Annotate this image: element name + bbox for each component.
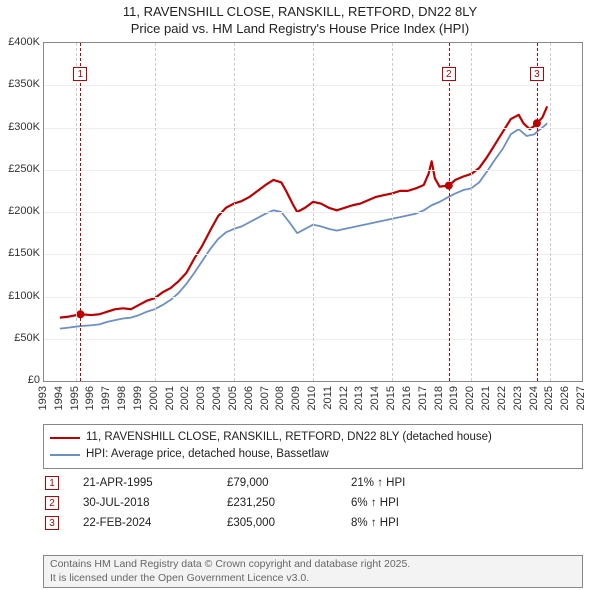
y-axis-tick: £100K xyxy=(0,290,40,302)
y-axis-tick: £50K xyxy=(0,332,40,344)
event-row: 2 30-JUL-2018 £231,250 6% ↑ HPI xyxy=(43,493,583,513)
x-axis-tick: 1995 xyxy=(69,386,81,410)
y-axis-tick: £150K xyxy=(0,247,40,259)
event-guideline xyxy=(537,43,538,381)
x-axis-tick: 2011 xyxy=(322,386,334,410)
event-marker-cell: 2 xyxy=(45,496,59,510)
x-axis-tick: 2015 xyxy=(385,386,397,410)
y-axis-tick: £400K xyxy=(0,36,40,48)
event-pct: 21% ↑ HPI xyxy=(351,477,405,489)
attribution-box: Contains HM Land Registry data © Crown c… xyxy=(43,555,583,588)
x-axis-tick: 2008 xyxy=(274,386,286,410)
x-axis-tick: 2022 xyxy=(496,386,508,410)
legend-swatch xyxy=(50,437,80,439)
legend-swatch xyxy=(50,454,80,456)
x-axis-tick: 2019 xyxy=(448,386,460,410)
x-axis-tick: 1998 xyxy=(116,386,128,410)
x-axis-tick: 2005 xyxy=(227,386,239,410)
x-axis-tick: 2012 xyxy=(338,386,350,410)
x-axis-tick: 2027 xyxy=(575,386,587,410)
legend-row: HPI: Average price, detached house, Bass… xyxy=(50,446,576,463)
y-axis-tick: £300K xyxy=(0,121,40,133)
chart-title: 11, RAVENSHILL CLOSE, RANSKILL, RETFORD,… xyxy=(0,0,600,38)
x-axis-tick: 2024 xyxy=(528,386,540,410)
x-axis-tick: 2004 xyxy=(211,386,223,410)
x-axis-tick: 2007 xyxy=(259,386,271,410)
x-axis-tick: 1996 xyxy=(84,386,96,410)
event-date: 22-FEB-2024 xyxy=(83,517,203,529)
event-price: £79,000 xyxy=(227,477,327,489)
x-axis-tick: 2014 xyxy=(369,386,381,410)
y-axis-tick: £350K xyxy=(0,78,40,90)
x-axis-tick: 2016 xyxy=(401,386,413,410)
event-label-box: 3 xyxy=(530,67,544,81)
x-axis-tick: 2013 xyxy=(353,386,365,410)
event-label-box: 1 xyxy=(73,67,87,81)
x-axis-tick: 1997 xyxy=(100,386,112,410)
event-pct: 8% ↑ HPI xyxy=(351,517,399,529)
x-axis-tick: 2003 xyxy=(195,386,207,410)
event-date: 21-APR-1995 xyxy=(83,477,203,489)
legend-label: 11, RAVENSHILL CLOSE, RANSKILL, RETFORD,… xyxy=(86,429,492,446)
x-axis-tick: 2002 xyxy=(179,386,191,410)
x-axis-tick: 2021 xyxy=(480,386,492,410)
y-axis-tick: £200K xyxy=(0,205,40,217)
x-axis-tick: 2023 xyxy=(512,386,524,410)
x-axis-tick: 2020 xyxy=(464,386,476,410)
event-marker-cell: 1 xyxy=(45,476,59,490)
event-price: £231,250 xyxy=(227,497,327,509)
legend-box: 11, RAVENSHILL CLOSE, RANSKILL, RETFORD,… xyxy=(43,424,583,469)
events-table: 1 21-APR-1995 £79,000 21% ↑ HPI 2 30-JUL-2018… xyxy=(43,473,583,533)
event-label-box: 2 xyxy=(442,67,456,81)
x-axis-tick: 2017 xyxy=(417,386,429,410)
x-axis-tick: 1993 xyxy=(37,386,49,410)
y-axis-tick: £0 xyxy=(0,374,40,386)
x-axis-tick: 2009 xyxy=(290,386,302,410)
x-axis-tick: 2025 xyxy=(543,386,555,410)
event-price: £305,000 xyxy=(227,517,327,529)
legend-row: 11, RAVENSHILL CLOSE, RANSKILL, RETFORD,… xyxy=(50,429,576,446)
event-date: 30-JUL-2018 xyxy=(83,497,203,509)
event-row: 1 21-APR-1995 £79,000 21% ↑ HPI xyxy=(43,473,583,493)
event-guideline xyxy=(80,43,81,381)
event-marker-cell: 3 xyxy=(45,516,59,530)
legend-label: HPI: Average price, detached house, Bass… xyxy=(86,446,329,463)
x-axis-tick: 2026 xyxy=(559,386,571,410)
event-guideline xyxy=(449,43,450,381)
x-axis-tick: 2006 xyxy=(243,386,255,410)
chart-plot-area: 1 2 3 xyxy=(43,42,583,382)
x-axis-tick: 2010 xyxy=(306,386,318,410)
x-axis-tick: 2018 xyxy=(433,386,445,410)
series-hpi xyxy=(60,123,547,328)
y-axis-tick: £250K xyxy=(0,163,40,175)
x-axis-tick: 1994 xyxy=(53,386,65,410)
event-row: 3 22-FEB-2024 £305,000 8% ↑ HPI xyxy=(43,513,583,533)
event-pct: 6% ↑ HPI xyxy=(351,497,399,509)
x-axis-tick: 1999 xyxy=(132,386,144,410)
x-axis-tick: 2001 xyxy=(164,386,176,410)
x-axis-tick: 2000 xyxy=(148,386,160,410)
